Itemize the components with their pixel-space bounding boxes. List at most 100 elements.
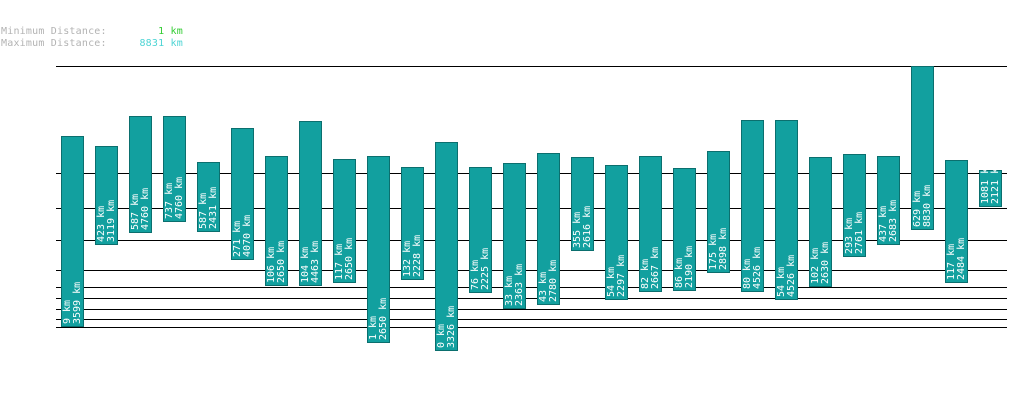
bar-group: 587 km 2431 km <box>197 162 220 232</box>
bar-min-label: 175 km <box>708 234 719 270</box>
bar-min-label: 104 km <box>300 247 311 283</box>
bar-group: 117 km 2650 km <box>333 159 356 283</box>
bar <box>571 157 594 251</box>
bar <box>61 136 84 327</box>
bar-min-label: 54 km <box>606 267 617 297</box>
bar-min-label: 355 km <box>572 212 583 248</box>
bar-max-label: 4070 km <box>242 215 253 257</box>
bar-max-label: 2650 km <box>276 241 287 283</box>
bar-group: 175 km 2898 km <box>707 151 730 273</box>
bar-min-label: 423 km <box>96 206 107 242</box>
bar-min-label: 82 km <box>640 259 651 289</box>
bar-min-label: 0 km <box>436 324 447 348</box>
bar-max-label: 4526 km <box>786 255 797 297</box>
bar-max-label: 3599 km <box>72 282 83 324</box>
bar-min-label: 629 km <box>912 191 923 227</box>
bar-min-label: 117 km <box>946 244 957 280</box>
bar-group: 293 km 2761 km <box>843 154 866 257</box>
bar-group: 271 km 4070 km <box>231 128 254 260</box>
bar <box>95 146 118 245</box>
bar <box>809 157 832 287</box>
bar-group: 43 km 2780 km <box>537 153 560 305</box>
bar <box>605 165 628 300</box>
bar <box>367 156 390 343</box>
bar-max-label: 4526 km <box>752 247 763 289</box>
bar <box>741 120 764 292</box>
minimum-distance-value: 1 km <box>158 26 183 37</box>
bar-group: 54 km 4526 km <box>775 120 798 300</box>
bar <box>673 168 696 291</box>
bar-min-label: 737 km <box>164 183 175 219</box>
bar-group: 76 km 2225 km <box>469 167 492 293</box>
bar <box>265 156 288 286</box>
bar-min-label: 132 km <box>402 241 413 277</box>
bar-group: 54 km 2297 km <box>605 165 628 300</box>
bar-group: 117 km 2484 km <box>945 160 968 283</box>
bar-max-label: 2761 km <box>854 212 865 254</box>
bar <box>129 116 152 233</box>
bar-group: 355 km 2616 km <box>571 157 594 251</box>
bar-group: 1081 km 2121 km <box>979 162 1002 207</box>
bar-max-label: 2225 km <box>480 248 491 290</box>
maximum-distance-label: Maximum Distance: <box>1 38 107 49</box>
bar-group: 102 km 2630 km <box>809 157 832 287</box>
bar <box>333 159 356 283</box>
bar-max-label: 2683 km <box>888 200 899 242</box>
bar-max-label: 2228 km <box>412 235 423 277</box>
bar-group: 423 km 3119 km <box>95 146 118 245</box>
bar-min-label: 293 km <box>844 218 855 254</box>
bar-max-label: 2780 km <box>548 260 559 302</box>
bar <box>231 128 254 260</box>
bar-max-label: 2190 km <box>684 246 695 288</box>
bar <box>877 156 900 245</box>
bar-group: 737 km 4760 km <box>163 116 186 222</box>
bar-min-label: 33 km <box>504 276 515 306</box>
bar-max-label: 8830 km <box>922 185 933 227</box>
bar-group: 1 km 2650 km <box>367 156 390 343</box>
bar-min-label: 102 km <box>810 248 821 284</box>
bar <box>775 120 798 300</box>
bar <box>435 142 458 351</box>
bar-group: 9 km 3599 km <box>61 136 84 327</box>
bar-min-label: 117 km <box>334 244 345 280</box>
bar-max-label: 2484 km <box>956 238 967 280</box>
bar <box>469 167 492 293</box>
bar-min-label: 437 km <box>878 206 889 242</box>
bar-max-label: 4760 km <box>140 188 151 230</box>
maximum-distance-row: Maximum Distance: 8831 km <box>1 38 183 50</box>
bar-min-label: 80 km <box>742 259 753 289</box>
bar <box>945 160 968 283</box>
bar-group: 106 km 2650 km <box>265 156 288 286</box>
bar-group: 437 km 2683 km <box>877 156 900 245</box>
bar-group: 587 km 4760 km <box>129 116 152 233</box>
bar-min-label: 587 km <box>130 194 141 230</box>
bar-max-label: 2630 km <box>820 242 831 284</box>
bar-group: 104 km 4463 km <box>299 121 322 286</box>
bar-max-label: 2363 km <box>514 264 525 306</box>
bar-max-label: 2431 km <box>208 187 219 229</box>
bar-group: 82 km 2667 km <box>639 156 662 292</box>
bar <box>979 170 1002 207</box>
bar-max-label: 3326 km <box>446 306 457 348</box>
bar-max-label: 2650 km <box>344 238 355 280</box>
bar-max-label: 3119 km <box>106 200 117 242</box>
bar-max-label: 2898 km <box>718 228 729 270</box>
bar <box>503 163 526 309</box>
bar <box>163 116 186 222</box>
bar-max-label: 4760 km <box>174 177 185 219</box>
bar-min-label: 9 km <box>62 300 73 324</box>
bar-min-label: 43 km <box>538 272 549 302</box>
bar <box>707 151 730 273</box>
maximum-distance-value: 8831 km <box>139 38 183 49</box>
bar-group: 629 km 8830 km <box>911 66 934 230</box>
bar <box>639 156 662 292</box>
bar-min-label: 587 km <box>198 193 209 229</box>
bar-min-label: 86 km <box>674 258 685 288</box>
bar <box>843 154 866 257</box>
bar <box>911 66 934 230</box>
bar <box>197 162 220 232</box>
bar-max-label: 2616 km <box>582 206 593 248</box>
minimum-distance-label: Minimum Distance: <box>1 26 107 37</box>
